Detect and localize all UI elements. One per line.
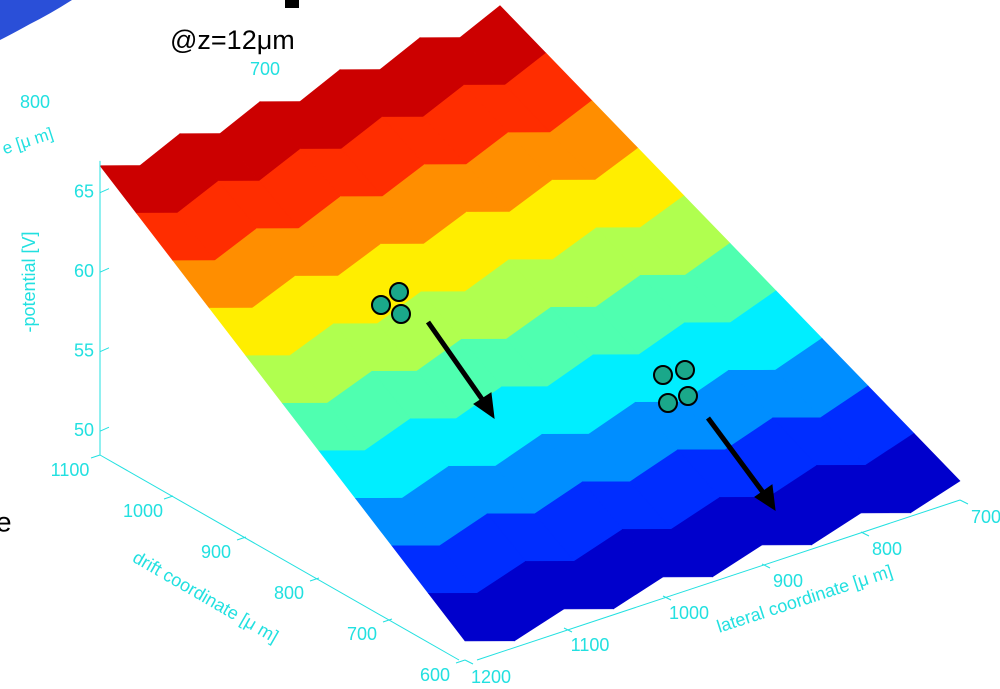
particle	[372, 296, 390, 314]
z-tick	[100, 268, 109, 272]
particle	[392, 305, 410, 323]
particle	[676, 361, 694, 379]
cropped-body-text: e	[0, 506, 12, 537]
z-tick	[100, 348, 109, 352]
y-tick	[465, 660, 473, 664]
cropped-axis-label: e [μ m]	[0, 124, 55, 158]
y-tick	[960, 500, 968, 504]
particle	[659, 394, 677, 412]
x-tick-label: 1000	[123, 501, 163, 521]
cropped-tick: 700	[250, 59, 280, 79]
x-tick	[456, 660, 465, 663]
x-tick-label: 700	[347, 624, 377, 644]
x-tick-label: 600	[420, 665, 450, 685]
y-tick-label: 800	[872, 539, 902, 559]
y-tick-label: 1000	[669, 603, 709, 623]
y-tick-label: 1200	[471, 667, 511, 687]
z-tick	[100, 427, 109, 431]
cropped-title-glyph	[285, 0, 299, 8]
z-tick-label: 55	[74, 340, 94, 360]
chart-title: @z=12μm	[170, 25, 295, 55]
x-tick	[91, 455, 100, 458]
z-tick-label: 50	[74, 420, 94, 440]
z-tick-label: 60	[74, 261, 94, 281]
particle	[654, 366, 672, 384]
chart: 600 700 800 900 1000 1100 700 800 900 1000 1100 120…	[0, 0, 1000, 689]
x-tick-label: 1100	[51, 460, 90, 480]
y-tick-label: 900	[773, 571, 803, 591]
x-tick	[237, 537, 246, 540]
x-tick-label: 800	[274, 583, 304, 603]
x-tick-label: 900	[201, 542, 231, 562]
particle	[390, 283, 408, 301]
x-axis-label: drift coordinate [μ m]	[129, 547, 281, 647]
page: 600 700 800 900 1000 1100 700 800 900 1000 1100 120…	[0, 0, 1000, 689]
cropped-surface	[0, 0, 72, 40]
y-tick	[861, 532, 869, 536]
cropped-tick: 800	[20, 92, 50, 112]
y-tick-label: 700	[971, 507, 1000, 527]
y-tick-label: 1100	[571, 635, 610, 655]
z-tick	[100, 189, 109, 193]
x-tick	[164, 496, 173, 499]
z-tick-label: 65	[74, 181, 94, 201]
z-axis-label: -potential [V]	[19, 231, 39, 332]
particle	[679, 387, 697, 405]
